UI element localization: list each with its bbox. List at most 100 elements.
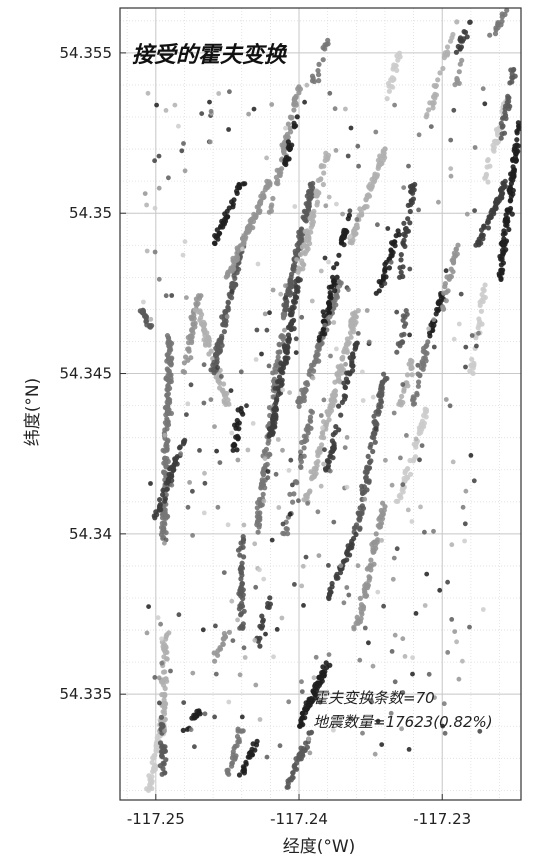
scatter-point bbox=[319, 678, 325, 684]
scatter-point bbox=[162, 744, 168, 750]
scatter-point bbox=[263, 631, 268, 637]
scatter-point bbox=[267, 310, 272, 316]
scatter-point bbox=[273, 471, 279, 477]
scatter-point bbox=[430, 105, 436, 111]
scatter-point bbox=[336, 252, 342, 258]
scatter-point bbox=[187, 480, 193, 485]
scatter-point bbox=[357, 515, 363, 521]
scatter-point bbox=[472, 145, 478, 150]
scatter-point bbox=[495, 132, 501, 138]
scatter-point bbox=[275, 437, 281, 442]
scatter-point bbox=[453, 246, 459, 252]
scatter-point bbox=[260, 470, 266, 476]
scatter-point bbox=[238, 569, 244, 576]
scatter-point bbox=[345, 153, 351, 159]
scatter-point bbox=[320, 664, 326, 670]
scatter-point bbox=[480, 294, 487, 301]
scatter-point bbox=[447, 403, 453, 409]
scatter-point bbox=[432, 95, 438, 101]
scatter-point bbox=[299, 689, 305, 694]
scatter-point bbox=[287, 146, 293, 152]
scatter-point bbox=[370, 663, 376, 669]
scatter-point bbox=[228, 388, 234, 393]
scatter-point bbox=[176, 612, 182, 618]
scatter-point bbox=[416, 379, 422, 385]
scatter-point bbox=[488, 214, 494, 221]
scatter-point bbox=[300, 563, 306, 569]
scatter-point bbox=[358, 606, 364, 612]
scatter-point bbox=[372, 751, 378, 757]
scatter-point bbox=[152, 158, 158, 164]
scatter-point bbox=[298, 464, 304, 470]
scatter-point bbox=[230, 447, 236, 453]
scatter-point bbox=[441, 701, 447, 707]
scatter-point bbox=[222, 309, 228, 315]
scatter-point bbox=[296, 265, 302, 271]
scatter-point bbox=[286, 699, 292, 705]
scatter-point bbox=[402, 243, 408, 249]
scatter-point bbox=[303, 740, 309, 746]
scatter-point bbox=[154, 102, 160, 108]
scatter-point bbox=[355, 308, 361, 314]
scatter-point bbox=[285, 121, 291, 127]
scatter-point bbox=[362, 583, 368, 589]
scatter-point bbox=[295, 288, 301, 294]
scatter-point bbox=[410, 655, 415, 660]
scatter-point bbox=[398, 495, 404, 501]
scatter-point bbox=[418, 504, 423, 510]
scatter-point bbox=[342, 445, 348, 450]
scatter-point bbox=[234, 245, 240, 251]
scatter-point bbox=[255, 209, 262, 215]
scatter-point bbox=[283, 125, 288, 131]
scatter-point bbox=[301, 445, 307, 451]
scatter-point bbox=[169, 482, 175, 488]
scatter-point bbox=[303, 703, 309, 710]
scatter-point bbox=[404, 372, 411, 378]
scatter-point bbox=[397, 398, 403, 404]
scatter-point bbox=[343, 106, 348, 112]
scatter-point bbox=[250, 741, 256, 747]
scatter-point bbox=[156, 185, 162, 191]
scatter-point bbox=[409, 183, 415, 189]
scatter-point bbox=[381, 150, 387, 156]
scatter-point bbox=[343, 361, 348, 367]
scatter-point bbox=[394, 309, 400, 315]
scatter-point bbox=[157, 700, 162, 706]
scatter-point bbox=[298, 233, 304, 239]
scatter-point bbox=[235, 728, 241, 734]
scatter-point bbox=[477, 728, 483, 734]
scatter-point bbox=[499, 242, 506, 248]
scatter-point bbox=[294, 480, 300, 486]
scatter-point bbox=[480, 286, 486, 292]
scatter-point bbox=[206, 342, 212, 348]
scatter-point bbox=[162, 748, 168, 754]
scatter-point bbox=[162, 432, 168, 438]
scatter-point bbox=[302, 209, 308, 215]
scatter-point bbox=[188, 727, 194, 733]
scatter-point bbox=[266, 363, 272, 369]
scatter-point bbox=[357, 657, 363, 663]
scatter-point bbox=[329, 392, 335, 398]
scatter-point bbox=[243, 759, 249, 765]
scatter-point bbox=[435, 301, 442, 307]
scatter-point bbox=[230, 638, 236, 643]
y-tick-label: 54.335 bbox=[60, 685, 113, 703]
scatter-point bbox=[309, 699, 315, 705]
scatter-point bbox=[377, 153, 383, 159]
scatter-point bbox=[441, 55, 447, 61]
scatter-point bbox=[299, 314, 305, 320]
scatter-point bbox=[255, 510, 261, 516]
scatter-point bbox=[451, 107, 457, 113]
scatter-point bbox=[369, 176, 375, 183]
scatter-point bbox=[482, 175, 488, 181]
scatter-point bbox=[366, 193, 373, 199]
scatter-point bbox=[324, 664, 330, 671]
scatter-point bbox=[268, 208, 274, 214]
scatter-point bbox=[298, 459, 304, 465]
scatter-point bbox=[402, 654, 408, 659]
scatter-point bbox=[426, 671, 432, 677]
scatter-point bbox=[487, 163, 493, 169]
scatter-point bbox=[163, 757, 169, 763]
scatter-point bbox=[281, 531, 287, 537]
scatter-point bbox=[417, 457, 422, 463]
